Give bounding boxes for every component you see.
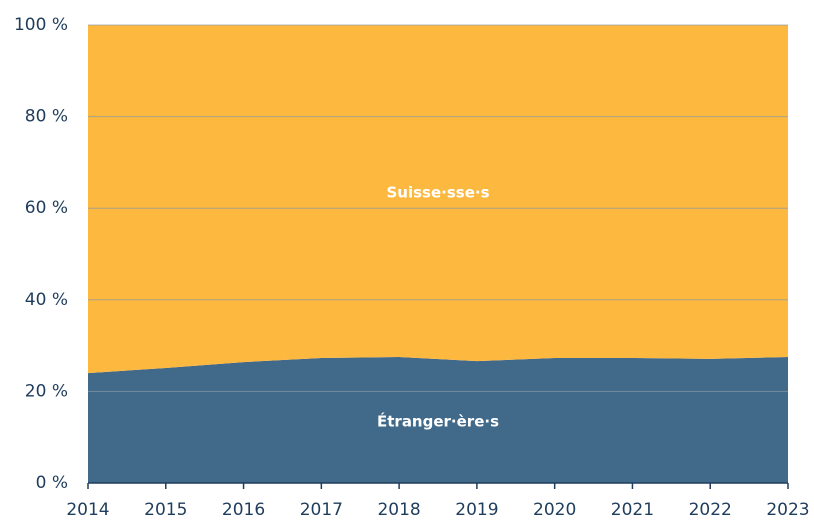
- area: [88, 25, 788, 374]
- y-tick-label: 100 %: [14, 15, 68, 35]
- area: [88, 357, 788, 483]
- x-tick-label: 2022: [689, 500, 732, 520]
- y-tick-label: 40 %: [25, 290, 68, 310]
- x-tick-label: 2018: [377, 500, 420, 520]
- x-tick-label: 2014: [66, 500, 109, 520]
- y-tick-label: 80 %: [25, 107, 68, 127]
- y-tick-label: 60 %: [25, 198, 68, 218]
- x-tick-label: 2016: [222, 500, 265, 520]
- x-tick-label: 2017: [300, 500, 343, 520]
- x-tick-label: 2020: [533, 500, 576, 520]
- series-label: Suisse·sse·s: [386, 184, 489, 202]
- x-tick-label: 2019: [455, 500, 498, 520]
- x-tick-label: 2023: [766, 500, 809, 520]
- x-tick-label: 2015: [144, 500, 187, 520]
- y-tick-label: 20 %: [25, 381, 68, 401]
- series-label: Étranger·ère·s: [377, 412, 499, 431]
- x-tick-label: 2021: [611, 500, 654, 520]
- y-tick-label: 0 %: [36, 473, 68, 493]
